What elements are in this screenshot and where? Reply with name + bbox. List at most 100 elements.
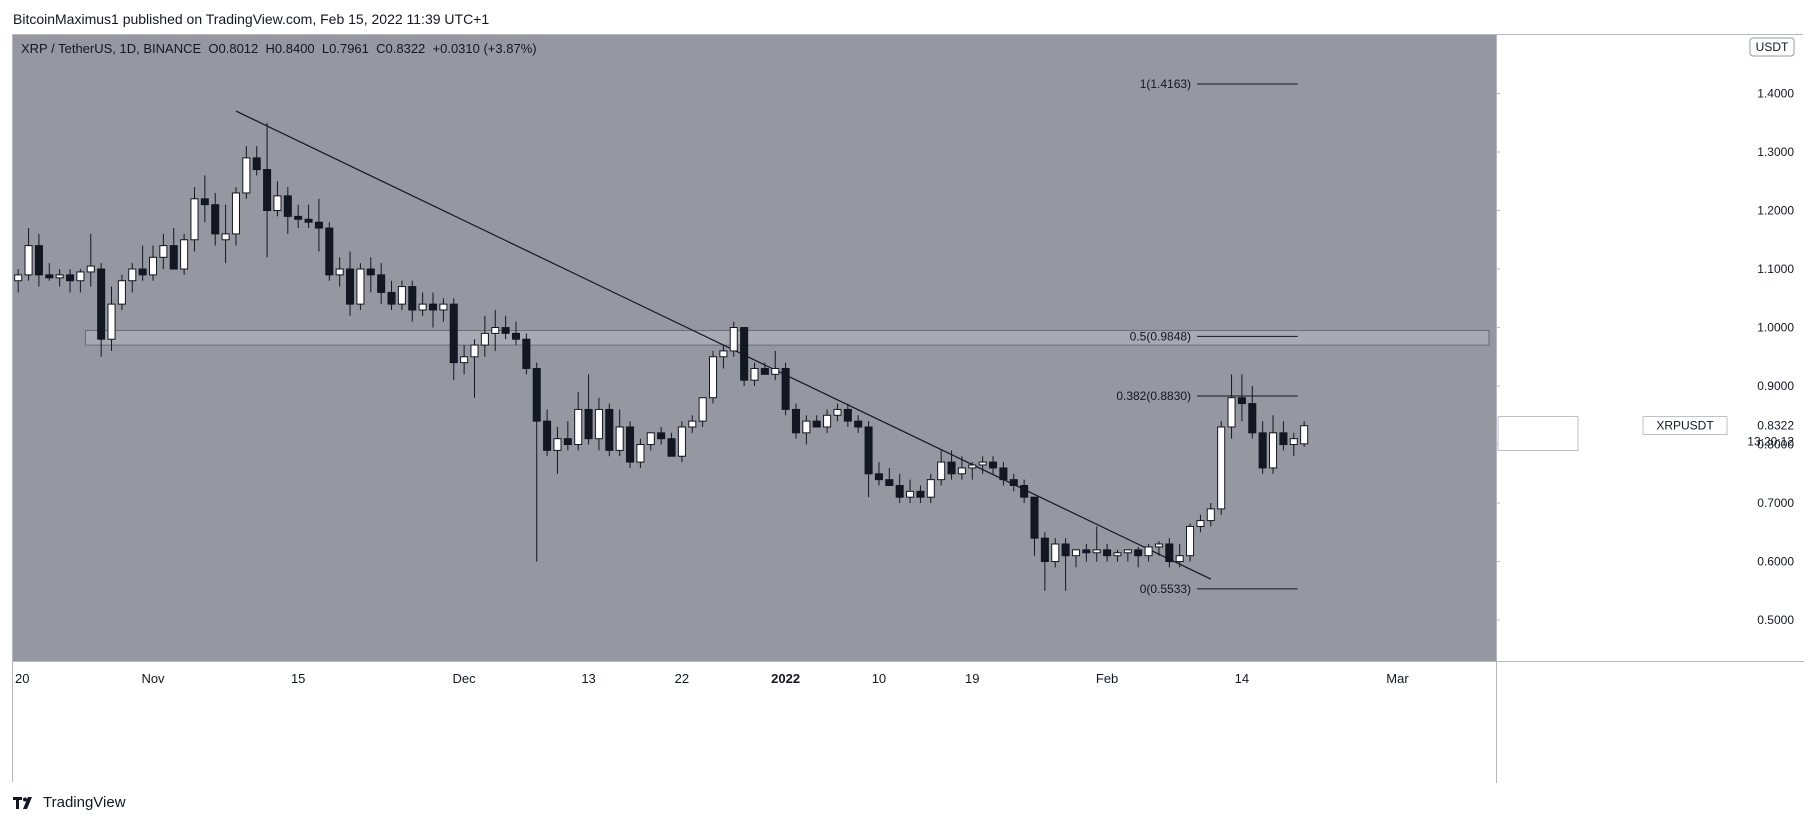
time-tick-label: 10: [872, 671, 886, 686]
candle-up: [24, 245, 33, 276]
candle-up: [418, 303, 427, 311]
candle-down: [885, 479, 894, 486]
price-tick-label: 0.8000: [1757, 438, 1794, 452]
legend-change: +0.0310 (+3.87%): [433, 41, 537, 56]
chart-frame[interactable]: 1(1.4163) 0.5(0.9848) 0.382(0.8830) 0(0.553…: [12, 34, 1804, 783]
candle-down: [1040, 537, 1049, 563]
last-price-value: 0.8322: [1757, 419, 1794, 433]
candle-down: [501, 327, 510, 334]
time-tick-label: Mar: [1386, 671, 1409, 686]
time-tick-label: 15: [291, 671, 305, 686]
candle-down: [657, 432, 666, 440]
fib-level-label: 1(1.4163): [1140, 77, 1191, 91]
candle-down: [66, 274, 75, 282]
candle-up: [771, 367, 780, 375]
candle-up: [615, 426, 624, 451]
price-tick-label: 1.0000: [1757, 321, 1794, 335]
candle-up: [55, 274, 64, 279]
candle-up: [553, 438, 562, 451]
candle-down: [999, 467, 1008, 481]
candle-up: [636, 444, 645, 463]
legend-c-value: 0.8322: [386, 41, 433, 56]
candle-down: [138, 268, 147, 276]
candle-up: [1269, 432, 1278, 469]
price-tick-label: 1.1000: [1757, 262, 1794, 276]
candle-down: [294, 215, 303, 220]
candle-up: [729, 327, 738, 352]
candle-up: [231, 192, 240, 235]
candle-up: [76, 271, 85, 282]
candle-down: [304, 218, 313, 223]
candle-down: [563, 438, 572, 446]
candle-up: [802, 420, 811, 434]
last-price-countdown: 13:20:12: [1747, 435, 1794, 449]
fib-level-label: 0.5(0.9848): [1130, 329, 1191, 343]
legend-h-label: H: [266, 41, 275, 56]
candle-down: [97, 268, 106, 340]
candle-down: [854, 420, 863, 428]
candle-up: [128, 268, 137, 282]
candle-down: [864, 426, 873, 475]
candle-up: [1175, 555, 1184, 563]
candle-down: [387, 291, 396, 305]
candle-down: [283, 195, 292, 217]
candle-down: [377, 274, 386, 293]
support-zone: [85, 330, 1490, 346]
candle-up: [937, 461, 946, 481]
candle-down: [791, 408, 801, 434]
ohlc-legend: XRP / TetherUS, 1D, BINANCE O0.8012 H0.8…: [21, 41, 537, 56]
candle-down: [1009, 479, 1018, 486]
candle-down: [200, 198, 209, 206]
candle-up: [335, 268, 344, 276]
legend-l-value: 0.7961: [329, 41, 376, 56]
candle-down: [532, 367, 541, 422]
legend-o-value: 0.8012: [219, 41, 266, 56]
candle-up: [480, 332, 489, 346]
candle-down: [1082, 549, 1091, 554]
tradingview-footer[interactable]: TradingView: [13, 794, 126, 811]
candle-up: [1289, 438, 1298, 446]
candle-up: [688, 420, 697, 428]
candle-up: [14, 274, 23, 282]
price-tick-label: 1.3000: [1757, 145, 1794, 159]
candle-down: [449, 303, 458, 364]
legend-h-value: 0.8400: [275, 41, 322, 56]
last-price-symbol: XRPUSDT: [1656, 419, 1714, 433]
candlestick-chart[interactable]: 1(1.4163) 0.5(0.9848) 0.382(0.8830) 0(0.553…: [13, 35, 1804, 783]
candle-up: [180, 239, 189, 270]
candle-down: [1134, 549, 1143, 557]
last-price-symbol-box: [1642, 416, 1728, 435]
candle-up: [719, 350, 728, 358]
candle-down: [1165, 543, 1174, 563]
candle-up: [439, 303, 448, 311]
price-tick-label: 1.2000: [1757, 204, 1794, 218]
candle-up: [470, 344, 479, 358]
candle-down: [812, 420, 821, 428]
time-axis-area: [13, 661, 1496, 783]
time-tick-label: 13: [581, 671, 595, 686]
candle-up: [1217, 426, 1226, 510]
candle-down: [169, 245, 178, 270]
candle-down: [522, 338, 531, 369]
candle-down: [895, 484, 904, 498]
candle-down: [428, 303, 438, 311]
candle-up: [1206, 508, 1215, 522]
candle-up: [708, 356, 718, 399]
candle-down: [874, 473, 883, 481]
candle-up: [159, 245, 168, 258]
candle-down: [1020, 484, 1029, 498]
candle-up: [242, 157, 251, 194]
legend-l-label: L: [322, 41, 329, 56]
candle-up: [978, 461, 987, 466]
candle-down: [781, 367, 790, 410]
tradingview-logo-icon: [13, 796, 32, 809]
candle-down: [947, 461, 956, 475]
candle-up: [957, 467, 966, 475]
candle-down: [366, 268, 375, 276]
time-tick-label: 22: [675, 671, 689, 686]
candle-down: [988, 461, 998, 469]
candle-up: [460, 356, 469, 364]
candle-down: [1248, 403, 1257, 434]
candle-down: [45, 274, 54, 279]
candle-up: [1154, 543, 1163, 548]
